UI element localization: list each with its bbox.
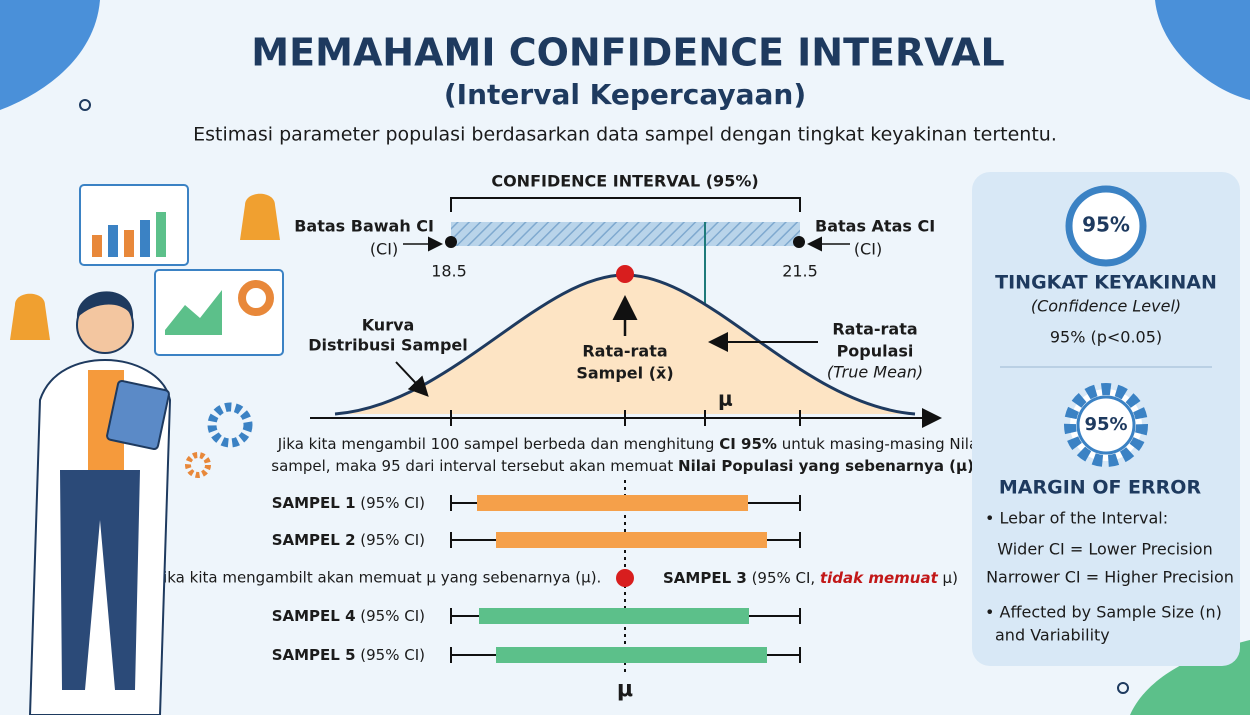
sample-name: SAMPEL 2 <box>272 531 356 549</box>
sample-name: SAMPEL 5 <box>272 646 356 664</box>
bullet: Wider CI = Lower Precision <box>997 540 1212 559</box>
badge: 95% <box>1084 414 1127 435</box>
title: MEMAHAMI CONFIDENCE INTERVAL <box>251 31 1004 75</box>
sample-mean-label: Sampel (x̄) <box>576 364 673 383</box>
upper-label: Batas Atas CI <box>815 217 935 236</box>
upper-sub: (CI) <box>854 240 882 259</box>
level-sub: (Confidence Level) <box>1031 297 1181 316</box>
mu: μ <box>718 387 733 411</box>
decor-dot <box>79 99 91 111</box>
curve-label: Kurva <box>362 316 415 335</box>
arrow <box>395 361 429 397</box>
lower-label: Batas Bawah CI <box>294 217 434 236</box>
upper-value: 21.5 <box>782 262 818 281</box>
badge-ring <box>1065 185 1147 267</box>
illustration <box>10 184 284 715</box>
sample3-label: SAMPEL 3 (95% CI, tidak memuat μ) <box>663 569 958 587</box>
tagline: Estimasi parameter populasi berdasarkan … <box>193 124 1057 146</box>
sample-mean-label: Rata-rata <box>582 342 667 361</box>
badge: 95% <box>1082 213 1130 237</box>
sample-label: SAMPEL 2 (95% CI) <box>272 531 425 549</box>
lower-value: 18.5 <box>431 262 467 281</box>
bullet: and Variability <box>995 626 1110 645</box>
ci-end <box>793 236 805 248</box>
lower-sub: (CI) <box>370 240 398 259</box>
interval-bar <box>477 495 748 511</box>
sample-note: (95% CI) <box>360 531 425 549</box>
sample-label: SAMPEL 4 (95% CI) <box>272 607 425 625</box>
moe-title: MARGIN OF ERROR <box>999 477 1202 499</box>
sample-note: (95% CI) <box>360 646 425 664</box>
gear-inner <box>1076 395 1136 455</box>
ci-label: CONFIDENCE INTERVAL (95%) <box>491 172 758 191</box>
explanation: Jika kita mengambil 100 sampel berbeda d… <box>277 435 983 453</box>
mu: μ <box>617 677 633 702</box>
subtitle: (Interval Kepercayaan) <box>444 78 806 111</box>
ci-band <box>451 222 800 246</box>
bracket <box>450 197 801 212</box>
population-label: Rata-rata <box>832 320 917 339</box>
sample-note: (95% CI) <box>360 607 425 625</box>
corner-blob <box>1155 0 1250 100</box>
interval-bar <box>496 532 767 548</box>
sample-name: SAMPEL 1 <box>272 494 356 512</box>
ci-end <box>445 236 457 248</box>
sample3-dot <box>616 569 634 587</box>
explanation: sampel, maka 95 dari interval tersebut a… <box>271 457 978 475</box>
population-label: Populasi <box>837 342 914 361</box>
sample-label: SAMPEL 1 (95% CI) <box>272 494 425 512</box>
sample-note: (95% CI) <box>360 494 425 512</box>
sample-label: SAMPEL 5 (95% CI) <box>272 646 425 664</box>
bullet: • Affected by Sample Size (n) <box>985 603 1222 622</box>
curve-fill <box>335 275 915 414</box>
sample-mean-dot <box>616 265 634 283</box>
population-label: (True Mean) <box>827 363 923 382</box>
curve-label: Distribusi Sampel <box>308 336 468 355</box>
interval-bar <box>496 647 767 663</box>
interval-bar <box>479 608 749 624</box>
decor-dot <box>1117 682 1129 694</box>
bullet: Narrower CI = Higher Precision <box>986 568 1234 587</box>
level-value: 95% (p<0.05) <box>1050 328 1162 347</box>
sample-name: SAMPEL 4 <box>272 607 356 625</box>
level-title: TINGKAT KEYAKINAN <box>995 272 1217 294</box>
corner-blob <box>0 0 100 110</box>
miss-text: Jika kita mengambilt akan memuat μ yang … <box>158 569 602 587</box>
bullet: • Lebar of the Interval: <box>985 509 1168 528</box>
